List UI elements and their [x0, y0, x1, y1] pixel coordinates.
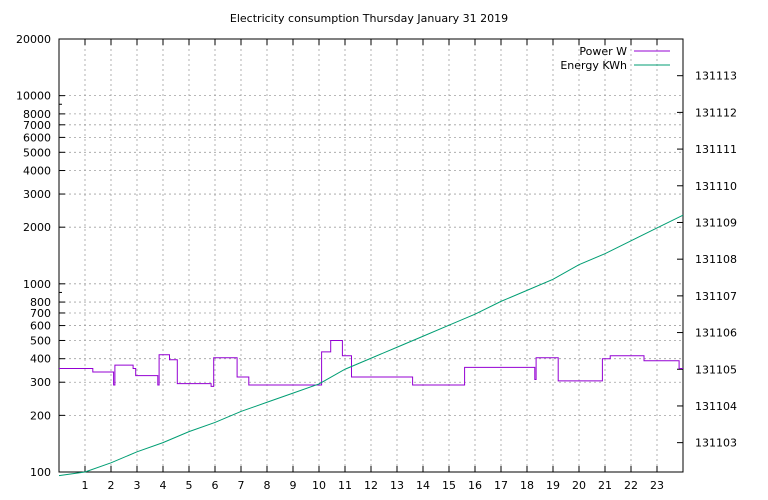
plot-frame	[58, 38, 684, 473]
y-right-tick-label: 131106	[695, 327, 737, 340]
y-right-tick-label: 131112	[695, 106, 737, 119]
x-tick-label: 8	[264, 479, 271, 492]
y-right-tick-label: 131107	[695, 290, 737, 303]
y-right-tick-label: 131113	[695, 70, 737, 83]
x-tick-label: 15	[442, 479, 456, 492]
x-tick-label: 14	[416, 479, 430, 492]
y-left-tick-label: 3000	[23, 188, 51, 201]
y-right-tick-label: 131108	[695, 253, 737, 266]
y-left-tick-label: 6000	[23, 131, 51, 144]
y-right-tick-label: 131103	[695, 437, 737, 450]
x-tick-label: 13	[390, 479, 404, 492]
y-left-tick-label: 700	[30, 307, 51, 320]
y-right-tick-label: 131104	[695, 400, 737, 413]
chart-title: Electricity consumption Thursday January…	[230, 12, 508, 25]
x-tick-label: 12	[364, 479, 378, 492]
series-line-power-w	[59, 339, 683, 387]
y-left-tick-label: 8000	[23, 108, 51, 121]
legend-label-energy-kwh: Energy KWh	[560, 59, 627, 72]
x-tick-label: 17	[494, 479, 508, 492]
x-tick-label: 11	[338, 479, 352, 492]
series-line-energy-kwh	[58, 214, 684, 477]
y-left-tick-label: 300	[30, 376, 51, 389]
grid-lines	[59, 39, 683, 472]
y-left-tick-label: 400	[30, 353, 51, 366]
x-tick-label: 21	[598, 479, 612, 492]
x-tick-label: 7	[238, 479, 245, 492]
y-right-tick-label: 131109	[695, 216, 737, 229]
x-tick-label: 19	[546, 479, 560, 492]
axes: 1 2 3 4 5 6 7 8 9 10 11 12 13 14 15 16 17 18 19 20 21 22 23100…	[16, 33, 737, 492]
x-tick-label: 23	[650, 479, 664, 492]
y-left-tick-label: 10000	[16, 90, 51, 103]
x-tick-label: 5	[186, 479, 193, 492]
x-tick-label: 20	[572, 479, 586, 492]
y-right-tick-label: 131111	[695, 143, 737, 156]
y-left-tick-label: 800	[30, 296, 51, 309]
y-left-tick-label: 7000	[23, 119, 51, 132]
x-tick-label: 6	[212, 479, 219, 492]
x-tick-label: 9	[290, 479, 297, 492]
y-left-tick-label: 500	[30, 334, 51, 347]
y-left-tick-label: 200	[30, 409, 51, 422]
x-tick-label: 1	[82, 479, 89, 492]
y-left-tick-label: 2000	[23, 221, 51, 234]
series-lines	[58, 214, 684, 477]
y-right-tick-label: 131110	[695, 180, 737, 193]
y-left-tick-label: 20000	[16, 33, 51, 46]
x-tick-label: 18	[520, 479, 534, 492]
x-tick-label: 10	[312, 479, 326, 492]
x-tick-label: 2	[108, 479, 115, 492]
y-left-tick-label: 600	[30, 320, 51, 333]
x-tick-label: 22	[624, 479, 638, 492]
y-right-tick-label: 131105	[695, 363, 737, 376]
y-left-tick-label: 5000	[23, 146, 51, 159]
x-tick-label: 4	[160, 479, 167, 492]
x-tick-label: 3	[134, 479, 141, 492]
x-tick-label: 16	[468, 479, 482, 492]
y-left-tick-label: 4000	[23, 165, 51, 178]
legend-label-power-w: Power W	[579, 45, 627, 58]
y-left-tick-label: 100	[30, 466, 51, 479]
y-left-tick-label: 1000	[23, 278, 51, 291]
